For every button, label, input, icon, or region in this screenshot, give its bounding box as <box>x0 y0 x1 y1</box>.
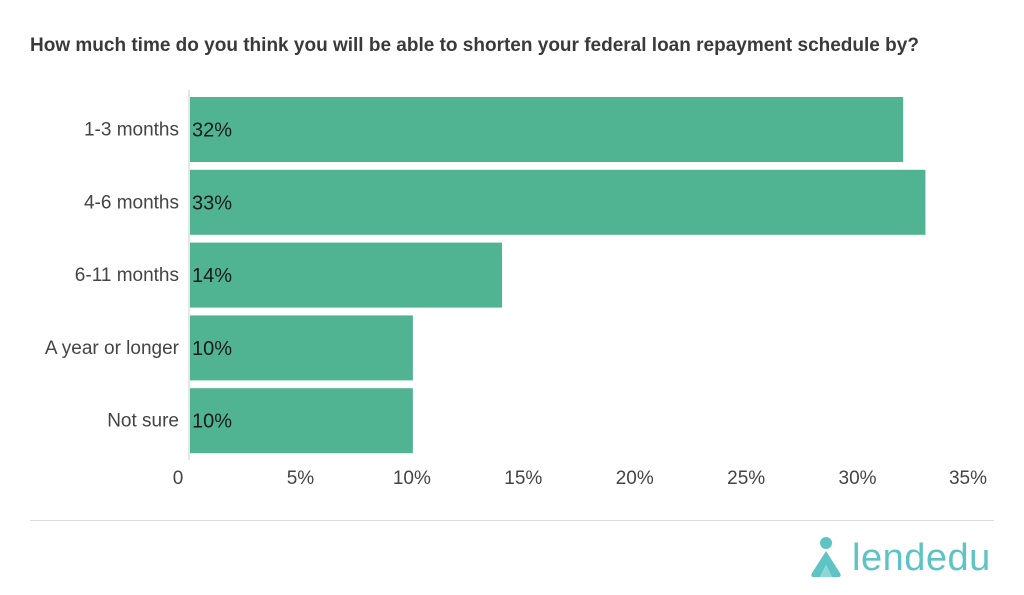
category-label: 1-3 months <box>84 120 179 141</box>
data-label: 33% <box>192 192 232 214</box>
x-tick-label: 10% <box>393 468 431 489</box>
data-label: 32% <box>192 120 232 142</box>
bar-2 <box>190 169 926 235</box>
data-label: 10% <box>192 411 232 433</box>
logo-text: lendedu <box>852 537 991 579</box>
x-tick-label: 0 <box>173 468 184 489</box>
x-tick-label: 25% <box>727 468 765 489</box>
x-tick-label: 15% <box>504 468 542 489</box>
category-label: Not sure <box>107 411 179 432</box>
chart-title: How much time do you think you will be a… <box>30 35 919 56</box>
x-tick-label: 30% <box>839 468 877 489</box>
footer-divider <box>30 520 994 521</box>
bar-chart: 1-3 months 32% 4-6 months 33% 6-11 months 14%… <box>45 90 987 489</box>
lendedu-logo: lendedu <box>806 535 1006 585</box>
x-tick-label: 5% <box>287 468 315 489</box>
category-label: 6-11 months <box>75 265 179 286</box>
x-tick-label: 35% <box>949 468 987 489</box>
bar-4 <box>190 315 413 381</box>
data-label: 10% <box>192 338 232 360</box>
category-label: 4-6 months <box>84 192 179 213</box>
x-tick-label: 20% <box>616 468 654 489</box>
bar-1 <box>190 97 904 162</box>
bar-5 <box>190 388 413 454</box>
data-label: 14% <box>192 265 232 287</box>
category-label: A year or longer <box>45 338 180 359</box>
bar-3 <box>190 242 502 308</box>
lendedu-logo-icon <box>811 537 841 577</box>
